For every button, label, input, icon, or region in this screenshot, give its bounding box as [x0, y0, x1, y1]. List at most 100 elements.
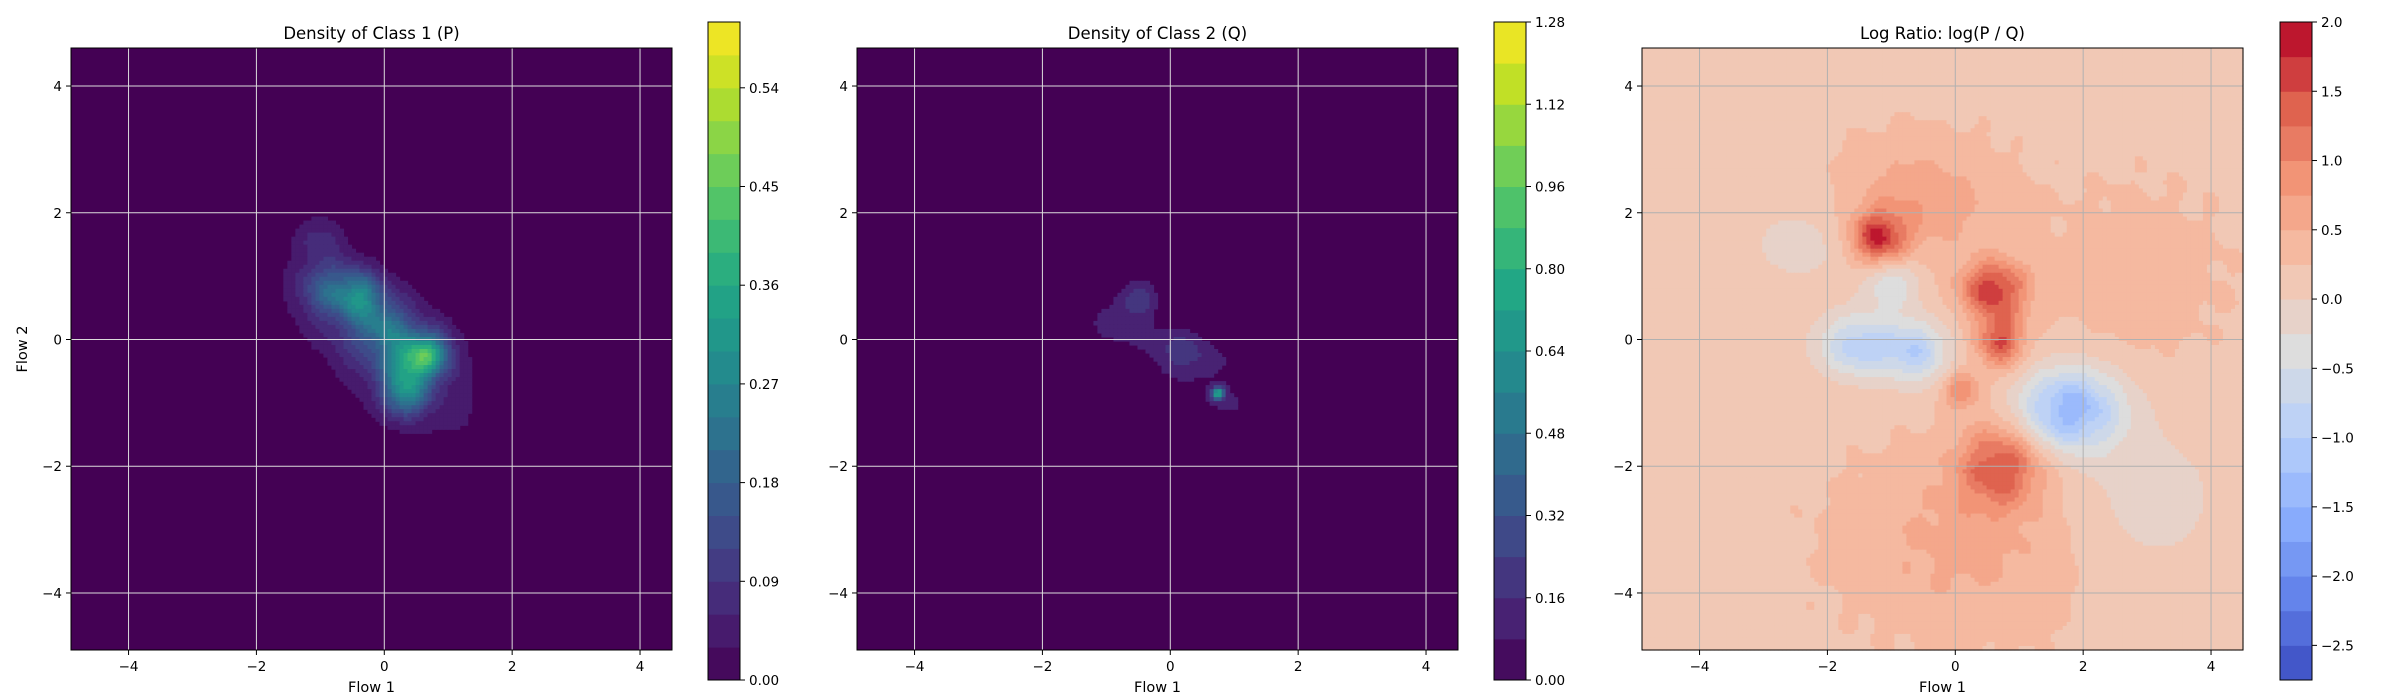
density-cell	[1766, 104, 1771, 109]
density-cell	[303, 313, 308, 318]
density-cell	[1906, 104, 1911, 109]
density-cell	[408, 325, 413, 330]
density-cell	[1750, 68, 1755, 73]
density-cell	[1758, 52, 1763, 57]
density-cell	[2139, 80, 2144, 85]
density-cell	[396, 361, 401, 366]
density-cell	[380, 409, 385, 414]
density-cell	[448, 357, 453, 362]
density-cell	[1814, 60, 1819, 65]
density-cell	[299, 269, 304, 274]
density-cell	[2059, 116, 2064, 121]
density-cell	[1882, 60, 1887, 65]
density-cell	[2067, 92, 2072, 97]
density-cell	[1162, 357, 1167, 362]
density-cell	[1210, 353, 1215, 358]
density-cell	[432, 417, 437, 422]
density-cell	[372, 317, 377, 322]
density-cell	[2219, 116, 2224, 121]
density-cell	[1918, 72, 1923, 77]
density-cell	[2099, 80, 2104, 85]
x-tick-label: 0	[1166, 659, 1175, 675]
density-cell	[1678, 116, 1683, 121]
density-cell	[1182, 329, 1187, 334]
density-cell	[1922, 124, 1927, 129]
density-cell	[311, 253, 316, 258]
density-cell	[2011, 80, 2016, 85]
density-cell	[1137, 317, 1142, 322]
density-cell	[1798, 76, 1803, 81]
density-cell	[1722, 80, 1727, 85]
density-cell	[2135, 120, 2140, 125]
density-cell	[339, 281, 344, 286]
density-cell	[1686, 60, 1691, 65]
density-cell	[1766, 108, 1771, 113]
density-cell	[432, 309, 437, 314]
density-cell	[1983, 116, 1988, 121]
density-cell	[464, 365, 469, 370]
density-cell	[1670, 76, 1675, 81]
density-cell	[1842, 72, 1847, 77]
density-cell	[2031, 96, 2036, 101]
density-cell	[2215, 120, 2220, 125]
density-cell	[424, 381, 429, 386]
density-cell	[2023, 76, 2028, 81]
density-cell	[311, 217, 316, 222]
density-cell	[1754, 108, 1759, 113]
density-cell	[1145, 305, 1150, 310]
density-cell	[1991, 116, 1996, 121]
density-cell	[2087, 76, 2092, 81]
density-cell	[343, 369, 348, 374]
density-cell	[1778, 120, 1783, 125]
density-cell	[404, 397, 409, 402]
density-cell	[363, 345, 368, 350]
density-cell	[1842, 92, 1847, 97]
density-cell	[339, 301, 344, 306]
density-cell	[1906, 116, 1911, 121]
density-cell	[323, 281, 328, 286]
density-cell	[2155, 120, 2160, 125]
density-cell	[388, 405, 393, 410]
density-cell	[388, 389, 393, 394]
density-cell	[323, 341, 328, 346]
density-cell	[2191, 68, 2196, 73]
density-cell	[351, 277, 356, 282]
density-cell	[1894, 124, 1899, 129]
density-cell	[2027, 60, 2032, 65]
density-cell	[396, 377, 401, 382]
density-cell	[400, 345, 405, 350]
density-cell	[1858, 52, 1863, 57]
density-cell	[2131, 60, 2136, 65]
density-cell	[1798, 52, 1803, 57]
density-cell	[2035, 64, 2040, 69]
density-cell	[2103, 96, 2108, 101]
density-cell	[444, 421, 449, 426]
density-cell	[1951, 116, 1956, 121]
density-cell	[428, 401, 433, 406]
density-cell	[1718, 48, 1723, 53]
density-cell	[448, 385, 453, 390]
density-cell	[2011, 104, 2016, 109]
density-cell	[1894, 120, 1899, 125]
density-cell	[1971, 120, 1976, 125]
density-cell	[2135, 64, 2140, 69]
density-cell	[448, 353, 453, 358]
density-cell	[1730, 100, 1735, 105]
density-cell	[1678, 100, 1683, 105]
density-cell	[1746, 68, 1751, 73]
density-cell	[2015, 120, 2020, 125]
density-cell	[319, 257, 324, 262]
density-cell	[404, 389, 409, 394]
density-cell	[1794, 120, 1799, 125]
density-cell	[1999, 52, 2004, 57]
density-cell	[1778, 64, 1783, 69]
density-cell	[1862, 108, 1867, 113]
density-cell	[1678, 80, 1683, 85]
density-cell	[1654, 80, 1659, 85]
density-cell	[1947, 116, 1952, 121]
density-cell	[2123, 76, 2128, 81]
density-cell	[1846, 104, 1851, 109]
density-cell	[295, 257, 300, 262]
density-cell	[1947, 56, 1952, 61]
density-cell	[331, 353, 336, 358]
